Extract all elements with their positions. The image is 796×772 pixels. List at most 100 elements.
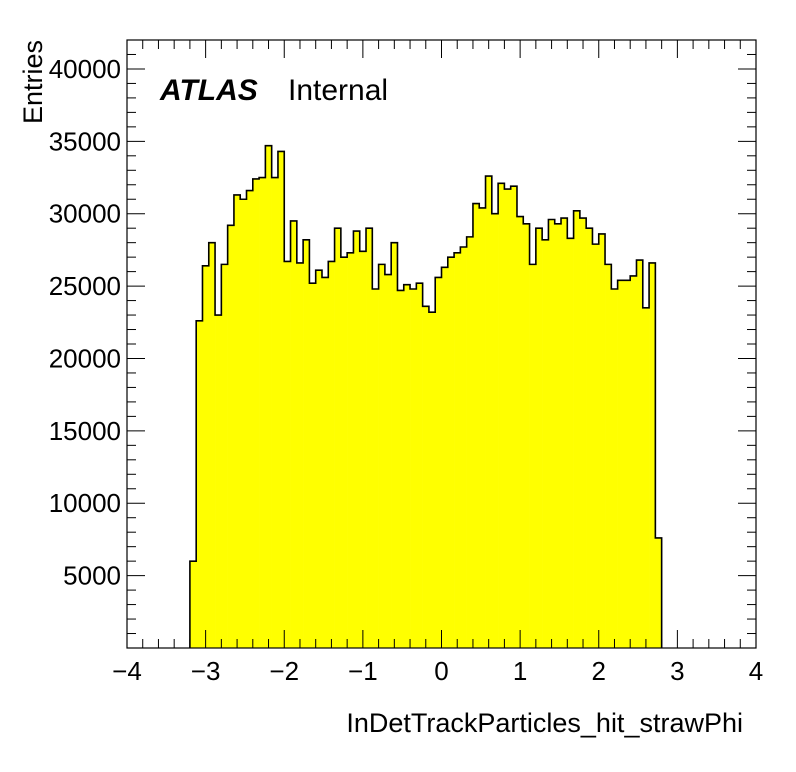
histogram-bin xyxy=(542,239,549,648)
histogram-bin xyxy=(321,277,329,648)
x-tick-label: 4 xyxy=(749,656,763,686)
histogram-bin xyxy=(586,228,593,648)
histogram-bin xyxy=(554,223,562,648)
histogram-bin xyxy=(221,264,228,648)
histogram-bin xyxy=(422,306,430,648)
histogram-bin xyxy=(391,242,398,648)
histogram-bin xyxy=(649,262,656,648)
histogram-bin xyxy=(240,199,247,648)
histogram-bin xyxy=(416,283,423,648)
histogram-bin xyxy=(215,315,222,648)
histogram-bin xyxy=(378,264,386,648)
y-tick-label: 40000 xyxy=(49,54,121,84)
histogram-bin xyxy=(290,220,298,648)
histogram-bin xyxy=(309,283,316,648)
y-tick-label: 10000 xyxy=(49,488,121,518)
y-tick-labels: 5000 10000 15000 20000 25000 30000 35000 40000 xyxy=(49,54,121,591)
y-tick-label: 25000 xyxy=(49,271,121,301)
histogram-bin xyxy=(271,177,279,648)
histogram-bin xyxy=(447,257,455,648)
histogram-bin xyxy=(598,233,606,648)
histogram-bin xyxy=(510,186,518,648)
x-tick-label: 2 xyxy=(592,656,606,686)
x-tick-label: 1 xyxy=(513,656,527,686)
x-tick-label: −2 xyxy=(269,656,299,686)
histogram-bin xyxy=(479,207,486,648)
x-tick-label: −1 xyxy=(348,656,378,686)
histogram-bin xyxy=(655,537,662,648)
histogram-bin xyxy=(196,320,203,648)
histogram-bin xyxy=(516,216,524,648)
histogram-bin xyxy=(523,223,530,648)
histogram-bin xyxy=(347,252,354,649)
histogram-bin xyxy=(466,236,474,648)
x-tick-label: 0 xyxy=(434,656,448,686)
histogram-bin xyxy=(403,284,411,648)
histogram-bin xyxy=(259,177,266,648)
histogram-bin xyxy=(202,265,210,648)
histogram-bin xyxy=(561,218,568,649)
histogram-bin xyxy=(548,219,556,648)
histogram-bin xyxy=(227,225,235,649)
y-tick-label: 5000 xyxy=(63,561,121,591)
histogram-bin xyxy=(265,145,272,648)
histogram-outline xyxy=(189,144,663,648)
histogram-bin xyxy=(441,267,449,648)
histogram-bin xyxy=(296,262,304,648)
histogram-bin xyxy=(334,228,342,648)
histogram-bin xyxy=(472,203,480,649)
atlas-label: ATLAS xyxy=(159,74,258,107)
histogram-bin xyxy=(567,238,574,649)
axis-ticks xyxy=(126,39,757,648)
histogram-bin xyxy=(233,194,241,648)
histogram-bin xyxy=(605,264,612,648)
histogram-bin xyxy=(460,247,467,648)
histogram-bin xyxy=(592,244,600,648)
histogram-bin xyxy=(611,288,618,648)
histogram-bin xyxy=(252,178,260,648)
histogram-bin xyxy=(340,257,348,648)
histogram-bin xyxy=(246,190,254,649)
y-tick-label: 20000 xyxy=(49,343,121,373)
histogram-bin xyxy=(303,239,310,648)
histogram-bin xyxy=(428,312,436,648)
histogram-bin xyxy=(529,264,537,648)
histogram-bin xyxy=(435,277,442,648)
histogram-bin xyxy=(491,213,499,648)
y-tick-label: 35000 xyxy=(49,126,121,156)
histogram-bin xyxy=(642,307,650,648)
histogram-bin xyxy=(372,288,379,648)
histogram-bin xyxy=(284,261,291,648)
histogram-bin xyxy=(277,151,285,648)
histogram-bin xyxy=(636,260,644,648)
x-tick-label: −4 xyxy=(112,656,142,686)
histogram-bin xyxy=(384,274,392,648)
histogram-bin xyxy=(359,251,367,648)
histogram-bin xyxy=(397,290,405,648)
x-axis-title: InDetTrackParticles_hit_strawPhi xyxy=(346,708,743,738)
histogram-bin xyxy=(573,210,581,649)
y-axis-title: Entries xyxy=(18,40,48,124)
x-tick-label: 3 xyxy=(670,656,684,686)
histogram-bin xyxy=(454,252,461,649)
histogram-bin xyxy=(410,288,417,648)
histogram-bin xyxy=(504,189,511,648)
histogram-bin xyxy=(366,228,373,648)
y-tick-label: 30000 xyxy=(49,199,121,229)
x-tick-label: −3 xyxy=(191,656,221,686)
histogram-bin xyxy=(617,280,625,648)
histogram-bin xyxy=(498,183,505,649)
histogram-bin xyxy=(485,176,493,649)
histogram-bin xyxy=(328,261,335,648)
y-tick-label: 15000 xyxy=(49,416,121,446)
histogram-bin xyxy=(535,228,543,648)
histogram-bin xyxy=(189,561,197,648)
histogram-bin xyxy=(353,231,361,649)
histogram-bin xyxy=(579,218,587,649)
histogram-bin xyxy=(315,270,323,648)
histogram-bars xyxy=(189,145,662,649)
histogram-bin xyxy=(623,280,631,648)
histogram-bin xyxy=(208,242,216,648)
atlas-status-label: Internal xyxy=(288,74,388,107)
